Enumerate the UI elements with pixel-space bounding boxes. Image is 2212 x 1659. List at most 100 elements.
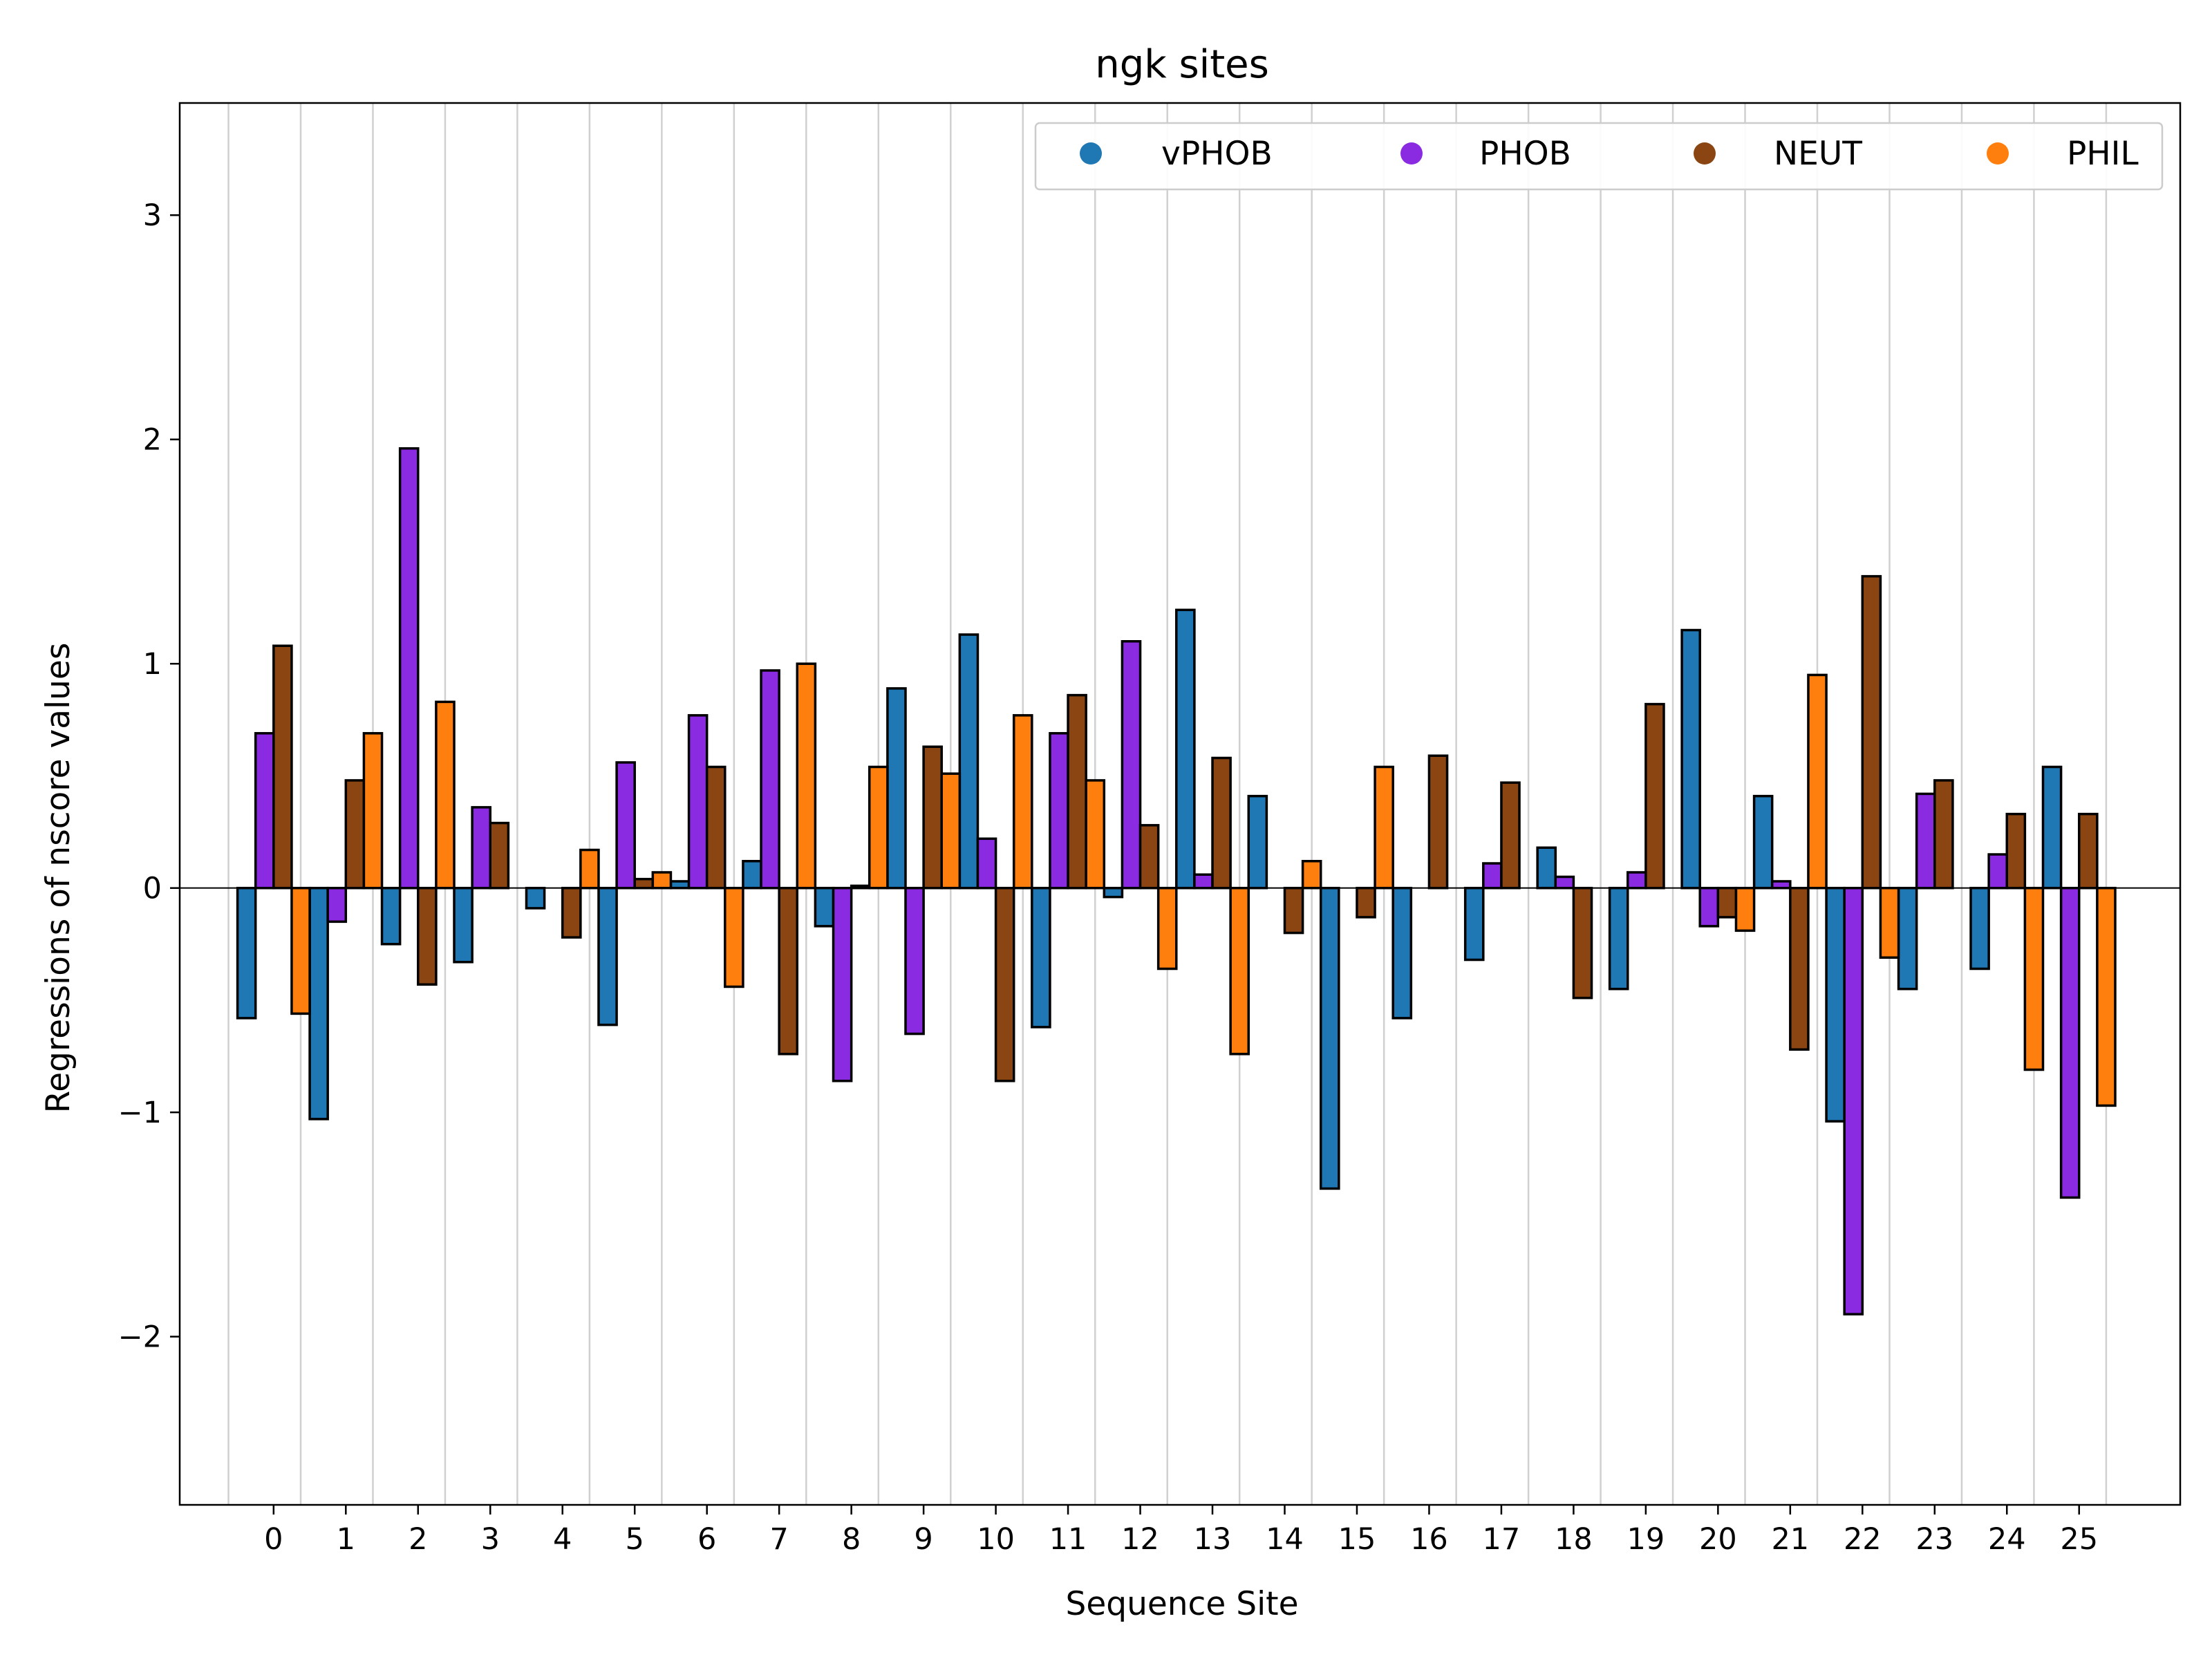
bar-PHOB-21 <box>1770 880 1792 890</box>
bar-PHIL-5 <box>651 871 673 890</box>
plot-frame <box>178 102 2182 1506</box>
bars <box>236 447 2117 1315</box>
bar-PHOB-18 <box>1554 875 1575 890</box>
x-tick-label: 19 <box>1627 1522 1665 1557</box>
bar-PHIL-7 <box>796 662 817 890</box>
legend-label-PHOB: PHOB <box>1479 135 1571 173</box>
bar-vPHOB-7 <box>742 859 762 890</box>
bar-NEUT-11 <box>1067 693 1087 890</box>
bar-PHOB-3 <box>471 806 491 890</box>
bar-vPHOB-1 <box>308 886 329 1121</box>
bar-vPHOB-15 <box>1319 886 1340 1190</box>
x-tick-label: 11 <box>1049 1522 1087 1557</box>
bar-PHIL-4 <box>579 848 600 890</box>
bar-vPHOB-20 <box>1680 628 1701 890</box>
bar-vPHOB-9 <box>886 687 907 890</box>
bar-PHIL-20 <box>1734 886 1756 932</box>
bar-NEUT-13 <box>1211 756 1232 890</box>
bar-vPHOB-24 <box>1969 886 1990 971</box>
bar-PHIL-22 <box>1879 886 1900 959</box>
bar-vPHOB-12 <box>1103 886 1124 899</box>
x-tick-label: 16 <box>1410 1522 1448 1557</box>
bar-NEUT-18 <box>1572 886 1593 1000</box>
x-tick-label: 7 <box>769 1522 788 1557</box>
bar-vPHOB-23 <box>1897 886 1918 991</box>
bar-NEUT-2 <box>417 886 438 986</box>
x-tick-label: 1 <box>337 1522 355 1557</box>
x-tick-label: 12 <box>1121 1522 1159 1557</box>
bar-vPHOB-5 <box>597 886 618 1027</box>
bar-NEUT-5 <box>633 877 655 890</box>
y-axis-ticks: −2 −1 0 1 2 3 <box>118 198 180 1355</box>
bar-PHIL-2 <box>435 700 456 890</box>
bar-vPHOB-0 <box>236 886 257 1020</box>
bar-NEUT-25 <box>2077 812 2099 890</box>
bar-PHOB-5 <box>615 761 636 890</box>
bar-vPHOB-14 <box>1247 794 1268 890</box>
x-tick-label: 8 <box>842 1522 861 1557</box>
bar-vPHOB-4 <box>525 886 546 910</box>
bar-NEUT-12 <box>1138 824 1160 890</box>
bar-PHIL-24 <box>2023 886 2045 1071</box>
bar-NEUT-14 <box>1283 886 1304 935</box>
x-tick-label: 15 <box>1338 1522 1376 1557</box>
bar-vPHOB-17 <box>1463 886 1485 962</box>
x-tick-label: 22 <box>1844 1522 1882 1557</box>
x-tick-label: 13 <box>1194 1522 1232 1557</box>
bar-NEUT-10 <box>994 886 1015 1082</box>
bar-NEUT-3 <box>489 821 510 890</box>
bar-PHIL-25 <box>2096 886 2117 1107</box>
x-tick-label: 14 <box>1266 1522 1304 1557</box>
bar-PHOB-22 <box>1843 886 1864 1315</box>
bar-PHIL-11 <box>1085 779 1106 890</box>
bar-vPHOB-16 <box>1391 886 1413 1020</box>
bar-PHIL-10 <box>1012 714 1033 890</box>
bar-NEUT-15 <box>1356 886 1376 919</box>
bar-PHOB-8 <box>832 886 853 1082</box>
bar-PHOB-24 <box>1987 853 2009 890</box>
bar-NEUT-16 <box>1427 754 1449 890</box>
bar-PHIL-0 <box>290 886 311 1015</box>
bar-NEUT-20 <box>1716 886 1738 919</box>
bar-NEUT-6 <box>705 765 727 890</box>
bar-NEUT-19 <box>1644 702 1665 890</box>
bar-PHOB-12 <box>1121 640 1142 890</box>
bar-vPHOB-2 <box>380 886 402 946</box>
bar-vPHOB-13 <box>1175 608 1196 890</box>
bar-NEUT-4 <box>561 886 582 939</box>
x-axis-label: Sequence Site <box>1065 1585 1298 1623</box>
bar-vPHOB-11 <box>1031 886 1051 1029</box>
bar-vPHOB-6 <box>669 880 691 890</box>
bar-PHOB-9 <box>904 886 925 1035</box>
x-tick-label: 2 <box>409 1522 427 1557</box>
bar-vPHOB-18 <box>1536 846 1557 890</box>
y-tick-label: −2 <box>118 1320 162 1355</box>
x-tick-label: 9 <box>914 1522 932 1557</box>
bar-NEUT-1 <box>344 779 366 890</box>
y-tick-label: 3 <box>143 198 162 233</box>
bar-vPHOB-21 <box>1752 794 1774 890</box>
x-tick-label: 4 <box>553 1522 572 1557</box>
x-tick-label: 23 <box>1915 1522 1953 1557</box>
x-tick-label: 18 <box>1555 1522 1593 1557</box>
bar-NEUT-22 <box>1861 574 1882 890</box>
legend-marker-PHOB <box>1400 142 1423 165</box>
legend-marker-PHIL <box>1987 142 2009 165</box>
x-tick-label: 24 <box>1988 1522 2026 1557</box>
bar-PHIL-15 <box>1374 765 1394 890</box>
x-tick-label: 5 <box>626 1522 644 1557</box>
bar-vPHOB-22 <box>1825 886 1846 1123</box>
bar-vPHOB-10 <box>958 633 980 890</box>
y-tick-label: 0 <box>143 872 162 906</box>
bar-PHIL-12 <box>1156 886 1178 971</box>
bar-PHOB-25 <box>2059 886 2081 1199</box>
x-axis-ticks: 0 1 2 3 4 5 6 7 8 9 10 11 12 13 14 15 16 17 18 19 20 21 22 23 24… <box>264 1505 2098 1557</box>
bar-NEUT-24 <box>2005 812 2027 890</box>
bar-PHOB-6 <box>687 714 709 890</box>
bar-vPHOB-8 <box>814 886 835 928</box>
x-tick-label: 10 <box>977 1522 1015 1557</box>
bar-NEUT-9 <box>922 745 943 890</box>
bar-PHOB-13 <box>1193 873 1214 890</box>
x-tick-label: 6 <box>697 1522 716 1557</box>
